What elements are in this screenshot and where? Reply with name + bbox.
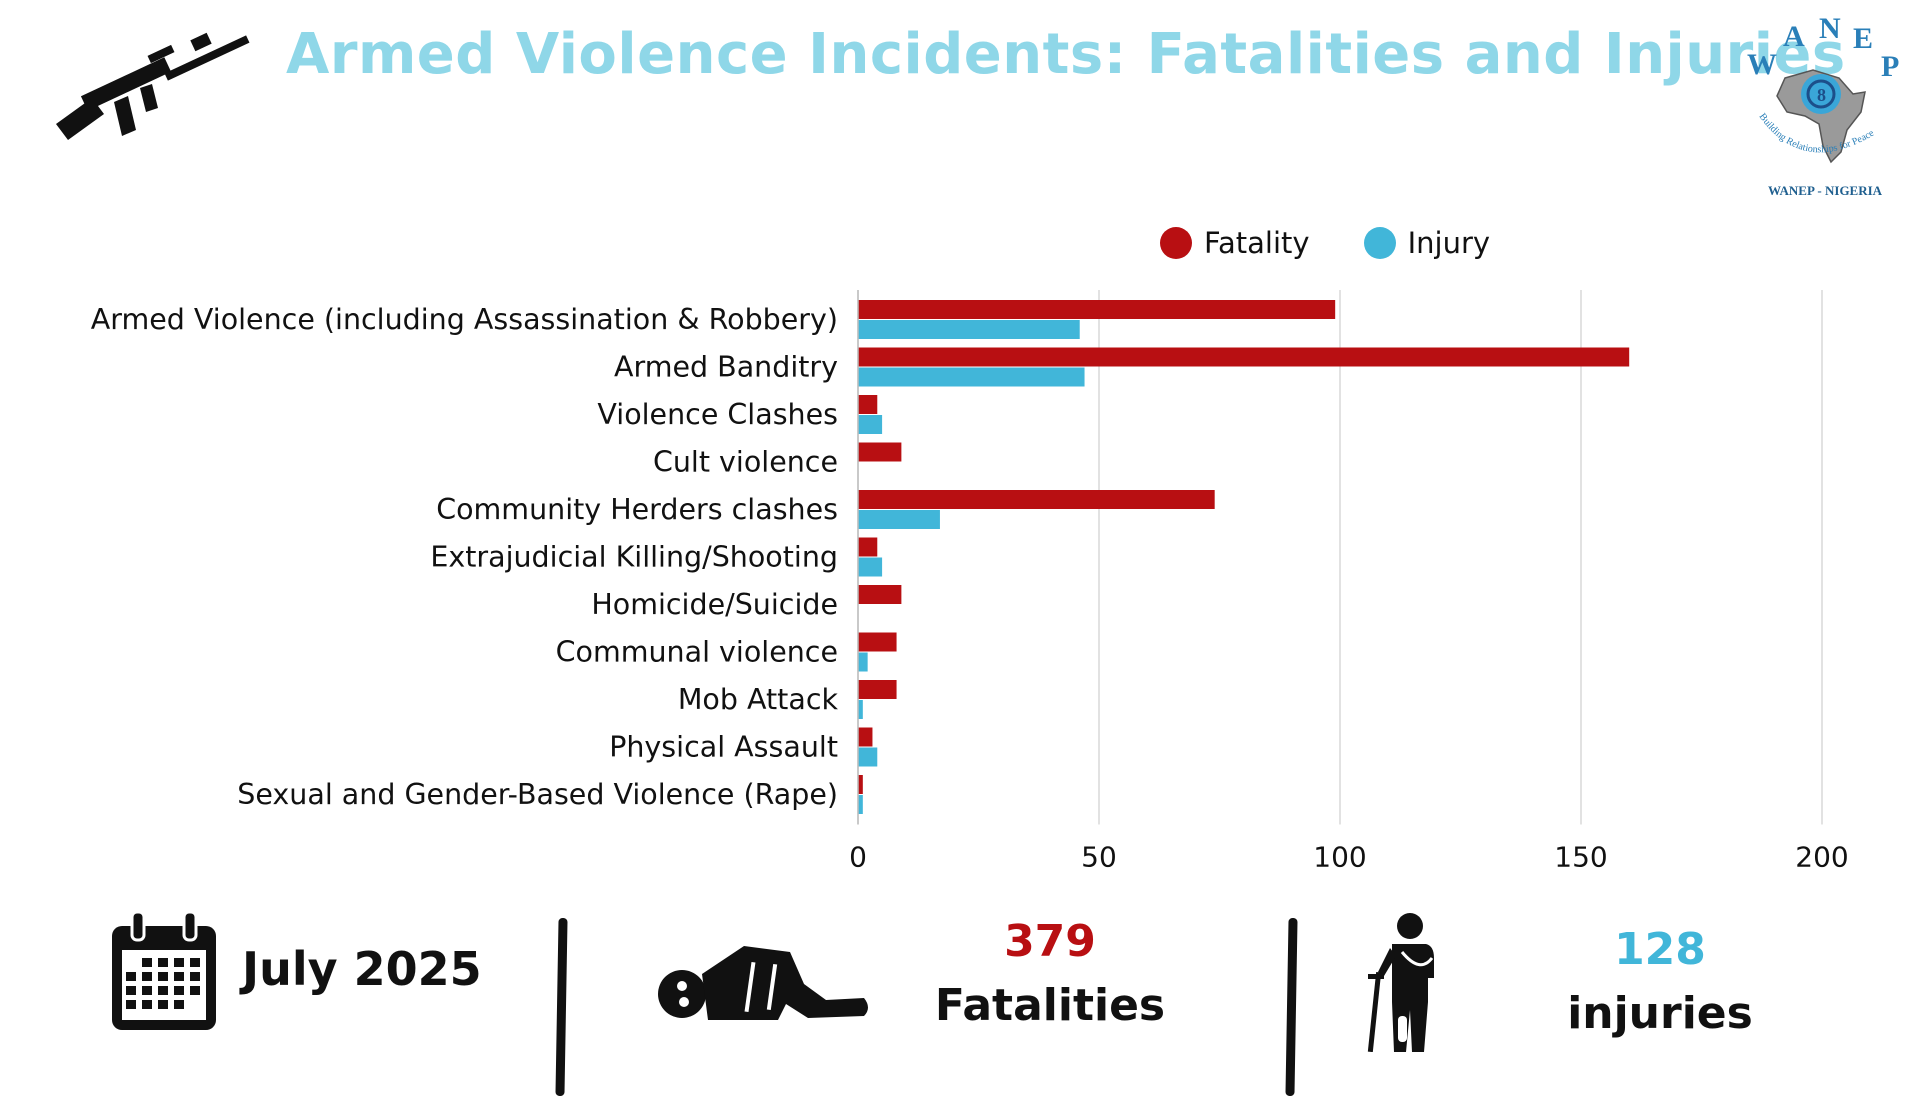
injury-bar <box>858 415 883 434</box>
category-label: Armed Violence (including Assassination … <box>91 303 838 336</box>
legend-injury-label: Injury <box>1407 226 1491 260</box>
x-tick-label: 150 <box>1554 841 1607 871</box>
x-tick-label: 0 <box>849 841 867 871</box>
fatality-bar <box>858 680 897 699</box>
fatality-bar <box>858 347 1630 367</box>
category-label: Extrajudicial Killing/Shooting <box>430 541 838 574</box>
logo-caption: WANEP - NIGERIA <box>1767 183 1883 198</box>
fatality-bar <box>858 775 863 794</box>
category-label: Cult violence <box>653 446 838 479</box>
injury-bar <box>858 367 1085 387</box>
fatalities-value: 379 <box>1004 916 1096 967</box>
x-tick-label: 200 <box>1795 841 1848 871</box>
injury-bar <box>858 652 868 672</box>
bar-chart: 0 50 100 150 200 Armed Violence (including As… <box>91 290 1849 871</box>
fatality-bar <box>858 442 902 462</box>
category-label: Physical Assault <box>609 731 838 764</box>
category-label: Armed Banditry <box>614 351 838 384</box>
injury-bar <box>858 557 883 577</box>
x-tick-label: 100 <box>1313 841 1366 871</box>
legend-fatality: Fatality <box>1160 226 1310 260</box>
logo-letter: P <box>1881 50 1899 83</box>
assault-rifle-icon <box>56 32 250 140</box>
period-label: July 2025 <box>242 942 482 996</box>
injury-swatch <box>1363 227 1396 259</box>
legend-injury: Injury <box>1363 226 1491 260</box>
injury-bar <box>858 795 863 814</box>
fatality-bar <box>858 300 1336 319</box>
category-label: Community Herders clashes <box>436 493 838 526</box>
chart-legend: Fatality Injury <box>1160 226 1490 260</box>
calendar-icon <box>112 910 216 1030</box>
injuries-value: 128 <box>1614 924 1706 975</box>
category-label: Mob Attack <box>678 683 839 716</box>
injury-bar <box>858 700 863 719</box>
fatality-bar <box>858 490 1215 509</box>
legend-fatality-label: Fatality <box>1204 226 1310 260</box>
category-label: Communal violence <box>556 636 838 669</box>
fatality-bar <box>858 585 902 604</box>
logo-letter: W <box>1747 48 1777 81</box>
category-label: Homicide/Suicide <box>591 588 838 621</box>
injuries-label: injuries <box>1567 988 1753 1039</box>
fatality-swatch <box>1160 227 1192 259</box>
divider <box>1285 917 1298 1096</box>
category-label: Violence Clashes <box>597 398 838 431</box>
injured-person-crutch-icon <box>1367 913 1434 1052</box>
injury-bar <box>858 510 940 529</box>
injury-bar <box>858 747 878 767</box>
fatalities-label: Fatalities <box>934 980 1166 1031</box>
logo-letter: N <box>1819 12 1841 45</box>
fatality-bar <box>858 395 878 414</box>
svg-text:8: 8 <box>1817 85 1826 105</box>
divider <box>555 917 568 1096</box>
category-label: Sexual and Gender-Based Violence (Rape) <box>237 778 838 811</box>
fatality-bar <box>858 632 897 652</box>
fatality-bar <box>858 727 873 747</box>
fatality-bar <box>858 537 878 557</box>
logo-letter: A <box>1783 20 1805 53</box>
x-tick-label: 50 <box>1081 841 1117 871</box>
logo-letter: E <box>1853 22 1873 55</box>
lying-body-icon <box>658 946 868 1020</box>
wanep-logo: W A N E P 8 Building Relationships for P… <box>1747 12 1899 164</box>
page-title: Armed Violence Incidents: Fatalities and… <box>286 22 1846 87</box>
injury-bar <box>858 320 1080 339</box>
